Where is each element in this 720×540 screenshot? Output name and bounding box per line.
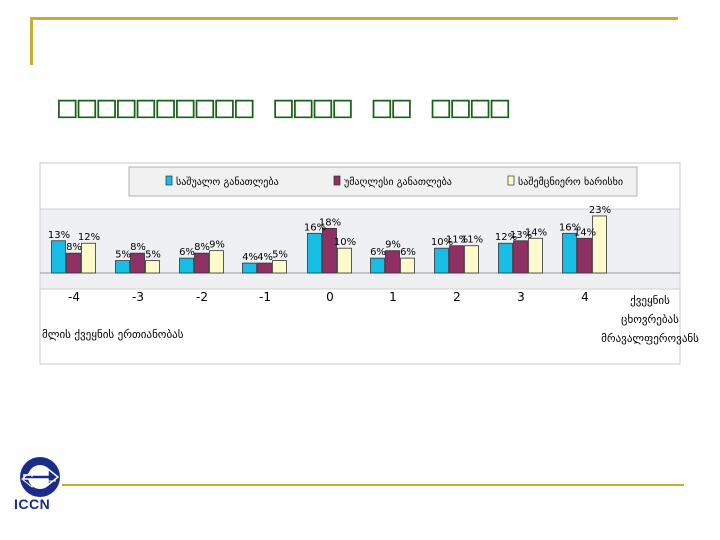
- legend-swatch-2: [333, 175, 341, 186]
- footer-rule: [62, 484, 684, 486]
- iccn-logo-text: ICCN: [14, 496, 51, 512]
- x-tick-label: 3: [517, 290, 525, 304]
- bar-2--1: [257, 262, 272, 274]
- bar-1-1: [370, 257, 385, 274]
- data-label-2-3: 13%: [510, 230, 532, 241]
- x-tick-labels-group: -4 -3 -2 -1 0 1 2 3 4: [68, 290, 589, 304]
- data-labels-group: 13%8%12%5%8%5% 6% 8% 9%4% 4% 5%16%18%10%6%9%6…: [48, 205, 611, 263]
- data-label-1--4: 13%: [48, 230, 70, 241]
- bar-1--4: [51, 240, 66, 274]
- data-label-1-0: 16%: [304, 222, 326, 233]
- x-tick-label: -1: [259, 290, 271, 304]
- bar-2--4: [66, 252, 81, 274]
- data-label-3--1: 5%: [272, 250, 288, 261]
- x-tick-label: 1: [389, 290, 397, 304]
- data-label-1-3: 12%: [495, 232, 517, 243]
- bar-1-3: [498, 242, 513, 274]
- data-label-3-1: 6%: [400, 247, 416, 258]
- bar-3--3: [145, 260, 160, 274]
- data-label-3-0: 10%: [334, 237, 356, 248]
- bar-3-0: [337, 247, 352, 274]
- bar-3--1: [272, 260, 287, 274]
- x-axis-label: მლის ქვეყნის ერთიანობას: [42, 328, 184, 341]
- legend-label-1: საშუალო განათლება: [176, 176, 279, 188]
- x-tick-label: 0: [326, 290, 334, 304]
- right-axis-label: ქვეყნის ცხოვრებას მრავალფეროვანს: [601, 294, 699, 345]
- data-label-2--2: 8%: [194, 242, 210, 253]
- bar-1-4: [562, 232, 577, 274]
- bar-1--2: [179, 257, 194, 274]
- x-tick-label: 2: [453, 290, 461, 304]
- x-tick-label: -3: [132, 290, 144, 304]
- data-label-3-2: 11%: [461, 235, 483, 246]
- bar-3-3: [528, 237, 543, 274]
- bar-2--2: [194, 252, 209, 274]
- bar-2-3: [513, 240, 528, 274]
- data-label-2--4: 8%: [66, 242, 82, 253]
- title-top-rule: [30, 17, 678, 20]
- legend-box: [128, 166, 638, 197]
- slide-title-line1: □□□□□□□□□□ □□□□ □□ □□□□: [58, 89, 511, 125]
- data-label-2-1: 9%: [385, 240, 401, 251]
- data-label-1--1: 4%: [242, 252, 258, 263]
- data-label-2--1: 4%: [257, 252, 273, 263]
- data-label-3-4: 23%: [589, 205, 611, 216]
- data-label-1-2: 10%: [431, 237, 453, 248]
- data-label-1-4: 16%: [559, 222, 581, 233]
- legend-label-3: საშემცნიერო ხარისხი: [518, 176, 623, 188]
- data-label-1-1: 6%: [370, 247, 386, 258]
- bar-2-2: [449, 245, 464, 274]
- bar-1--1: [242, 262, 257, 274]
- data-label-3--4: 12%: [78, 232, 100, 243]
- data-label-2--3: 8%: [130, 242, 146, 253]
- bar-3--4: [81, 242, 96, 274]
- data-label-2-4: 14%: [574, 227, 596, 238]
- bar-2--3: [130, 252, 145, 274]
- legend-swatch-1: [165, 175, 173, 186]
- x-tick-label: 4: [581, 290, 589, 304]
- bar-3-2: [464, 245, 479, 274]
- bars-group: [51, 215, 607, 274]
- data-label-3--2: 9%: [209, 240, 225, 251]
- right-label-line-1: ქვეყნის: [630, 294, 670, 307]
- bar-1-2: [434, 247, 449, 274]
- bar-1--3: [115, 260, 130, 274]
- x-tick-label: -2: [196, 290, 208, 304]
- bar-2-1: [385, 250, 400, 274]
- bar-3-1: [400, 257, 415, 274]
- bar-1-0: [307, 232, 322, 274]
- data-label-1--2: 6%: [179, 247, 195, 258]
- legend-label-2: უმაღლესი განათლება: [344, 176, 452, 188]
- right-label-line-3: მრავალფეროვანს: [601, 332, 699, 345]
- data-label-2-2: 11%: [446, 235, 468, 246]
- data-label-1--3: 5%: [115, 250, 131, 261]
- bar-3--2: [209, 250, 224, 274]
- bar-2-4: [577, 237, 592, 274]
- data-label-3--3: 5%: [145, 250, 161, 261]
- iccn-logo-icon: [20, 457, 60, 497]
- x-tick-label: -4: [68, 290, 80, 304]
- bar-2-0: [322, 227, 337, 274]
- legend: საშუალო განათლება უმაღლესი განათლება საშემ…: [165, 175, 623, 188]
- legend-swatch-3: [507, 175, 515, 186]
- data-label-3-3: 14%: [525, 227, 547, 238]
- data-label-2-0: 18%: [319, 217, 341, 228]
- right-label-line-2: ცხოვრებას: [621, 313, 679, 326]
- title-left-rule: [30, 17, 33, 65]
- bar-3-4: [592, 215, 607, 274]
